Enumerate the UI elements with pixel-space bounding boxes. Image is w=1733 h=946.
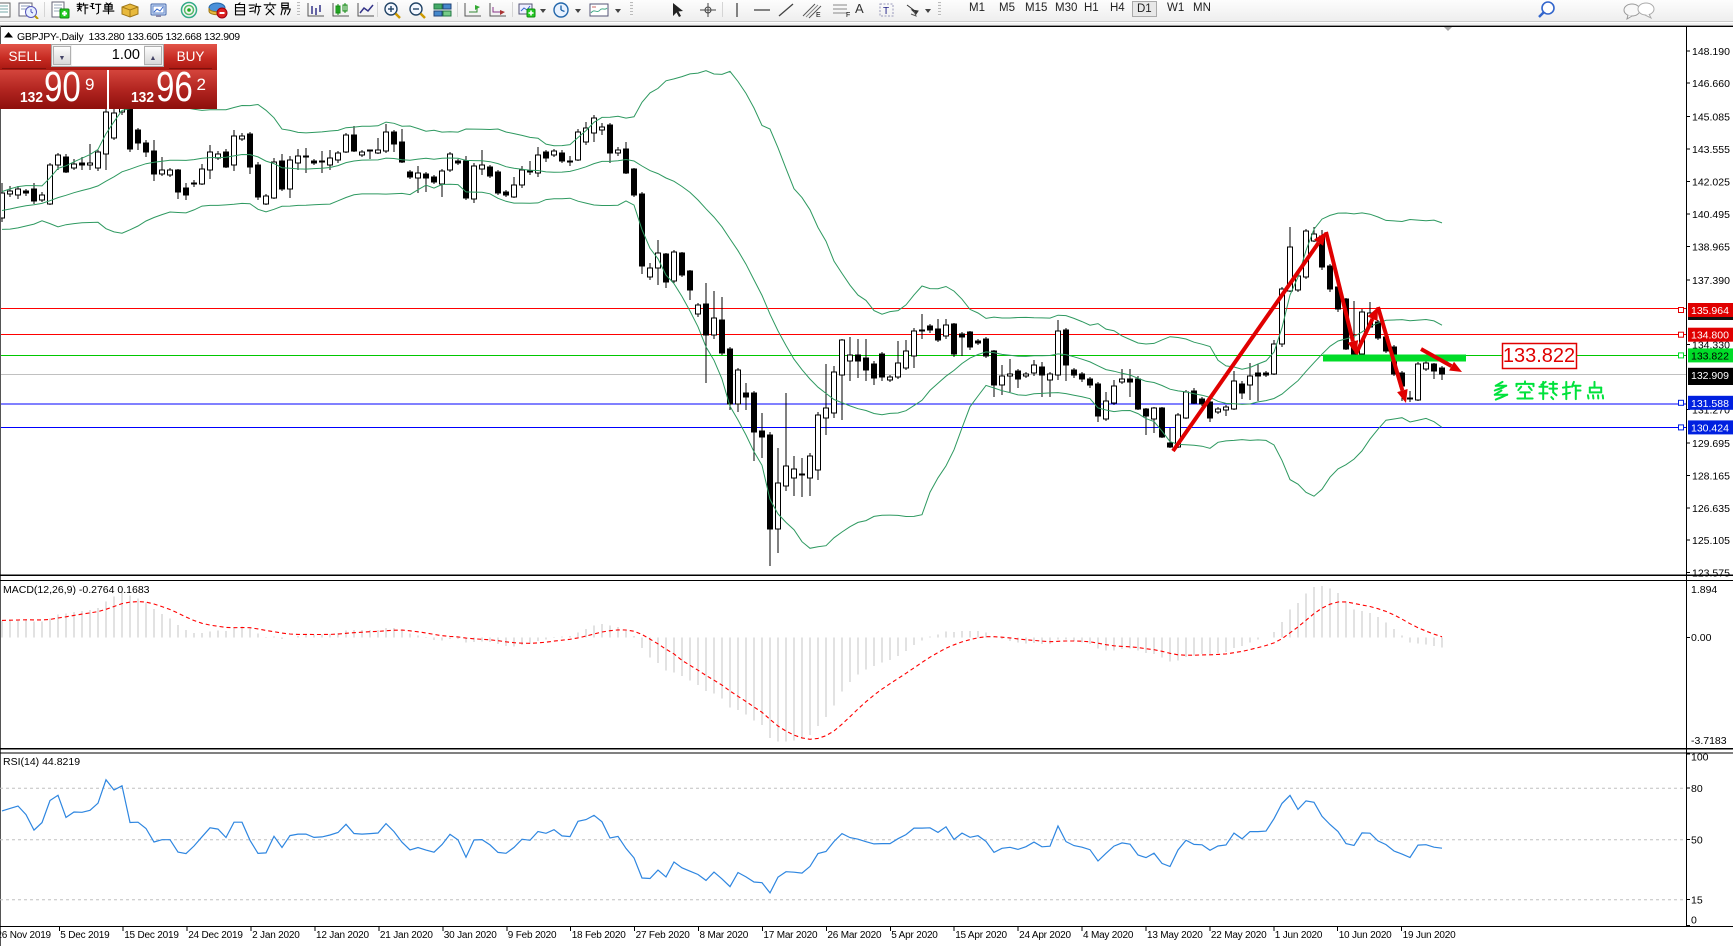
svg-text:142.025: 142.025 xyxy=(1692,177,1730,189)
svg-text:27 Feb 2020: 27 Feb 2020 xyxy=(636,930,691,941)
svg-text:5 Apr 2020: 5 Apr 2020 xyxy=(891,930,938,941)
svg-text:26 Nov 2019: 26 Nov 2019 xyxy=(0,930,52,941)
svg-text:19 Jun 2020: 19 Jun 2020 xyxy=(1403,930,1456,941)
svg-text:21 Jan 2020: 21 Jan 2020 xyxy=(380,930,433,941)
svg-text:4 May 2020: 4 May 2020 xyxy=(1083,930,1134,941)
svg-text:GBPJPY-,Daily 133.280 133.605: GBPJPY-,Daily 133.280 133.605 132.668 13… xyxy=(17,31,240,43)
svg-text:146.660: 146.660 xyxy=(1692,78,1730,90)
svg-text:26 Mar 2020: 26 Mar 2020 xyxy=(827,930,882,941)
svg-text:100: 100 xyxy=(1691,752,1709,764)
svg-text:128.165: 128.165 xyxy=(1692,470,1730,482)
svg-text:137.390: 137.390 xyxy=(1692,275,1730,287)
svg-text:2 Jan 2020: 2 Jan 2020 xyxy=(252,930,300,941)
svg-text:22 May 2020: 22 May 2020 xyxy=(1211,930,1267,941)
svg-text:5 Dec 2019: 5 Dec 2019 xyxy=(60,930,110,941)
svg-text:12 Jan 2020: 12 Jan 2020 xyxy=(316,930,369,941)
svg-text:125.105: 125.105 xyxy=(1692,535,1730,547)
svg-text:18 Feb 2020: 18 Feb 2020 xyxy=(572,930,627,941)
svg-text:130.424: 130.424 xyxy=(1691,422,1729,434)
svg-text:133.822: 133.822 xyxy=(1503,345,1575,367)
svg-text:15: 15 xyxy=(1691,895,1703,907)
svg-text:-3.7183: -3.7183 xyxy=(1691,735,1727,747)
svg-text:0.00: 0.00 xyxy=(1691,632,1712,644)
svg-text:133.822: 133.822 xyxy=(1691,350,1729,362)
svg-text:135.964: 135.964 xyxy=(1691,305,1729,317)
svg-text:17 Mar 2020: 17 Mar 2020 xyxy=(763,930,818,941)
svg-text:24 Dec 2019: 24 Dec 2019 xyxy=(188,930,243,941)
svg-text:MACD(12,26,9) -0.2764 0.1683: MACD(12,26,9) -0.2764 0.1683 xyxy=(3,584,150,596)
svg-text:0: 0 xyxy=(1691,915,1697,927)
svg-text:129.695: 129.695 xyxy=(1692,438,1730,450)
svg-text:140.495: 140.495 xyxy=(1692,209,1730,221)
svg-text:1.894: 1.894 xyxy=(1691,584,1717,596)
svg-text:80: 80 xyxy=(1691,783,1703,795)
svg-text:138.965: 138.965 xyxy=(1692,241,1730,253)
svg-text:123.575: 123.575 xyxy=(1692,568,1730,580)
svg-text:15 Dec 2019: 15 Dec 2019 xyxy=(124,930,179,941)
svg-text:24 Apr 2020: 24 Apr 2020 xyxy=(1019,930,1071,941)
svg-text:145.085: 145.085 xyxy=(1692,112,1730,124)
svg-text:15 Apr 2020: 15 Apr 2020 xyxy=(955,930,1007,941)
svg-text:8 Mar 2020: 8 Mar 2020 xyxy=(700,930,749,941)
svg-text:134.800: 134.800 xyxy=(1691,330,1729,342)
svg-text:T: T xyxy=(883,6,889,17)
svg-text:13 May 2020: 13 May 2020 xyxy=(1147,930,1203,941)
svg-text:132.909: 132.909 xyxy=(1691,370,1729,382)
svg-text:126.635: 126.635 xyxy=(1692,503,1730,515)
svg-text:F: F xyxy=(846,12,850,19)
svg-text:RSI(14) 44.8219: RSI(14) 44.8219 xyxy=(3,756,80,768)
svg-text:9 Feb 2020: 9 Feb 2020 xyxy=(508,930,557,941)
svg-text:143.555: 143.555 xyxy=(1692,144,1730,156)
svg-text:131.588: 131.588 xyxy=(1691,398,1729,410)
svg-text:50: 50 xyxy=(1691,835,1703,847)
svg-text:E: E xyxy=(816,12,821,19)
svg-text:30 Jan 2020: 30 Jan 2020 xyxy=(444,930,497,941)
svg-text:148.190: 148.190 xyxy=(1692,46,1730,58)
svg-text:1 Jun 2020: 1 Jun 2020 xyxy=(1275,930,1323,941)
svg-text:10 Jun 2020: 10 Jun 2020 xyxy=(1339,930,1392,941)
